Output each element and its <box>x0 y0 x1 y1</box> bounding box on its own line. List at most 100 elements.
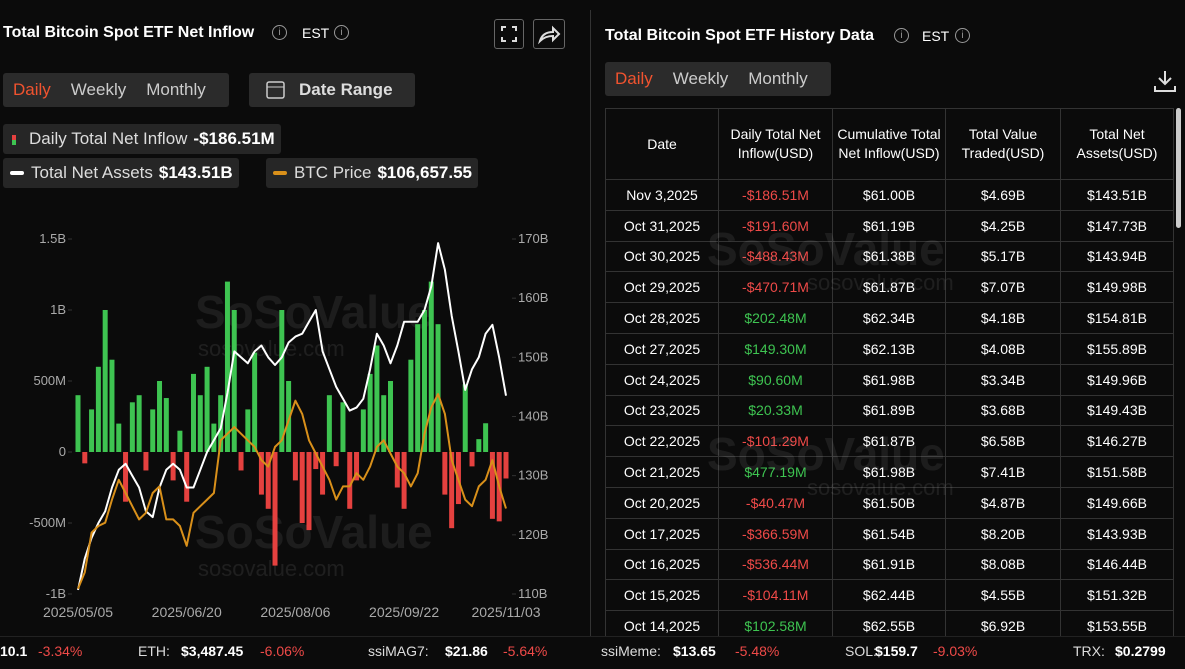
history-table: Date Daily Total Net Inflow(USD) Cumulativ… <box>605 108 1174 636</box>
bar <box>469 452 475 467</box>
tab[interactable]: Monthly <box>146 80 206 99</box>
table-cell: Oct 21,2025 <box>605 456 719 488</box>
bar <box>435 324 441 452</box>
bar <box>428 281 434 452</box>
table-cell: $153.55B <box>1060 610 1174 636</box>
ticker-text: $13.65 <box>673 643 716 659</box>
table-row: Nov 3,2025 -$186.51M $61.00B $4.69B $143.51B <box>605 179 1174 211</box>
date-range-button[interactable]: Date Range <box>249 73 415 107</box>
ticker-text: $159.7 <box>875 643 918 659</box>
bar <box>95 366 101 452</box>
tab[interactable]: Daily <box>615 69 653 88</box>
table-cell: $90.60M <box>718 363 833 396</box>
table-cell: $149.43B <box>1060 394 1174 427</box>
y-tick-label: -500M <box>29 515 66 530</box>
bar <box>401 452 407 509</box>
bar <box>238 452 244 471</box>
chart: -1B -500M 0 500M 1B 1.5B 110B 120B 130B 140B 150B 1… <box>29 231 548 620</box>
info-icon[interactable]: i <box>955 28 970 43</box>
bar <box>388 381 394 452</box>
table-cell: $62.34B <box>832 302 946 334</box>
panel-title: Total Bitcoin Spot ETF History Data <box>605 27 875 44</box>
bar <box>374 345 380 452</box>
download-button[interactable] <box>1152 68 1178 94</box>
table-cell: -$101.29M <box>718 425 833 458</box>
x-tick-label: 2025/11/03 <box>471 604 540 620</box>
bar <box>211 423 217 452</box>
table-row: Oct 16,2025 -$536.44M $61.91B $8.08B $146.44… <box>605 548 1174 581</box>
table-cell: $8.20B <box>945 517 1061 550</box>
bar <box>109 359 115 452</box>
table-cell: $143.94B <box>1060 240 1174 273</box>
legend-swatch <box>273 171 287 175</box>
info-icon[interactable]: i <box>894 28 909 43</box>
bar <box>184 452 190 502</box>
share-button[interactable] <box>533 19 565 49</box>
tab[interactable]: Weekly <box>672 69 729 88</box>
legend-value: -$186.51M <box>193 129 275 148</box>
table-cell: $4.55B <box>945 579 1061 612</box>
table-row: Oct 15,2025 -$104.11M $62.44B $4.55B $151.32… <box>605 579 1174 612</box>
legend-label: Total Net Assets <box>31 163 153 182</box>
bar <box>116 423 122 452</box>
ticker-text: -5.48% <box>735 643 780 659</box>
bar <box>354 452 360 481</box>
table-cell: $4.25B <box>945 209 1061 242</box>
table-cell: $61.98B <box>832 363 946 396</box>
ticker-text: 10.1 <box>0 643 28 659</box>
table-cell: $146.44B <box>1060 548 1174 581</box>
bar <box>163 398 169 452</box>
tab[interactable]: Weekly <box>70 80 127 99</box>
table-wrap: Date Daily Total Net Inflow(USD) Cumulativ… <box>605 108 1174 636</box>
bar <box>279 310 285 452</box>
info-icon[interactable]: i <box>272 25 287 40</box>
table-cell: $149.98B <box>1060 271 1174 304</box>
info-icon[interactable]: i <box>334 25 349 40</box>
table-cell: Nov 3,2025 <box>605 179 719 211</box>
table-cell: Oct 20,2025 <box>605 486 719 519</box>
line <box>77 393 507 590</box>
table-cell: $7.07B <box>945 271 1061 304</box>
tab[interactable]: Monthly <box>748 69 808 88</box>
y2-tick-label: 110B <box>518 586 547 601</box>
watermark: SoSoValue <box>707 223 945 275</box>
column-header: Total Net Assets(USD) <box>1060 108 1174 180</box>
table-cell: $4.18B <box>945 302 1061 334</box>
tab[interactable]: Daily <box>13 80 51 99</box>
bar <box>82 452 88 464</box>
table-cell: $62.13B <box>832 332 946 365</box>
column-header: Cumulative Total Net Inflow(USD) <box>832 108 946 180</box>
table-row: Oct 22,2025 -$101.29M $61.87B $6.58B $146.27… <box>605 425 1174 458</box>
table-cell: $6.92B <box>945 610 1061 636</box>
table-cell: $3.34B <box>945 363 1061 396</box>
bar <box>483 423 489 452</box>
table-cell: -$488.43M <box>718 240 833 273</box>
table-cell: $149.30M <box>718 332 833 365</box>
table-cell: $143.93B <box>1060 517 1174 550</box>
line <box>77 242 507 591</box>
ticker-text: -6.06% <box>260 643 305 659</box>
ticker-text: ETH: <box>138 643 170 659</box>
table-cell: Oct 14,2025 <box>605 610 719 636</box>
bar <box>340 402 346 452</box>
legend-chip: Daily Total Net Inflow -$186.51M <box>3 124 281 154</box>
watermark: SoSoValue <box>707 428 945 480</box>
fullscreen-button[interactable] <box>494 19 524 49</box>
y2-tick-label: 150B <box>518 349 548 364</box>
legend-swatch <box>12 135 16 145</box>
bar <box>367 373 373 452</box>
date-range-label: Date Range <box>299 80 393 99</box>
table-row: Oct 30,2025 -$488.43M $61.38B $5.17B $143.94… <box>605 240 1174 273</box>
bar <box>360 409 366 452</box>
table-cell: $61.89B <box>832 394 946 427</box>
table-cell: -$536.44M <box>718 548 833 581</box>
table-cell: $6.58B <box>945 425 1061 458</box>
table-cell: Oct 23,2025 <box>605 394 719 427</box>
tab-group: Daily Weekly Monthly <box>3 73 229 107</box>
scrollbar[interactable] <box>1176 108 1181 228</box>
table-cell: $151.32B <box>1060 579 1174 612</box>
table-cell: $62.44B <box>832 579 946 612</box>
bar <box>408 359 414 452</box>
bar <box>489 452 495 519</box>
